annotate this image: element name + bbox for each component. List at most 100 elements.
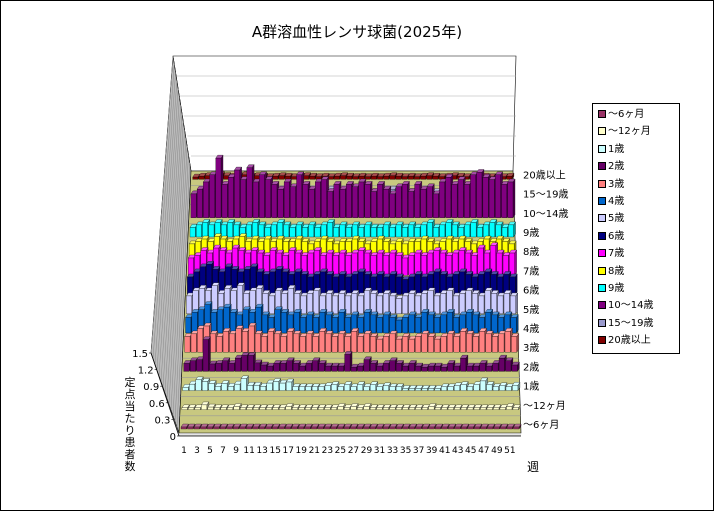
bar — [240, 179, 247, 218]
chart-title: A群溶血性レンサ球菌(2025年) — [251, 23, 463, 41]
side-wall-hatch — [172, 146, 188, 416]
bar — [252, 222, 258, 238]
depth-axis-label: ～6ヶ月 — [523, 419, 559, 431]
bar-side — [515, 292, 518, 315]
bar — [259, 407, 266, 410]
bar-side — [512, 178, 516, 219]
bar — [227, 386, 234, 391]
legend-label: 9歳 — [608, 283, 625, 294]
bar — [402, 317, 408, 334]
bar — [501, 184, 507, 218]
bar — [209, 363, 216, 372]
bar — [187, 426, 194, 430]
bar — [274, 309, 281, 334]
bar — [252, 181, 259, 218]
bar — [201, 404, 208, 410]
legend-label: 15～19歳 — [608, 317, 654, 329]
bar — [260, 364, 267, 372]
bar — [306, 314, 313, 334]
bar — [492, 386, 499, 391]
bar — [467, 407, 474, 410]
bar — [389, 175, 396, 180]
bar — [198, 176, 205, 180]
bar — [247, 385, 254, 391]
depth-axis-label: ～12ヶ月 — [523, 400, 566, 412]
bar — [265, 179, 271, 218]
bar — [371, 176, 377, 180]
legend-item: 3歳 — [598, 178, 624, 192]
legend-swatch — [598, 197, 606, 205]
bar — [421, 312, 428, 334]
y-tick-label: 0.3 — [154, 415, 170, 426]
legend-swatch — [598, 336, 606, 345]
bar — [312, 360, 319, 372]
bar — [426, 222, 433, 238]
bar — [290, 186, 296, 218]
legend-swatch — [598, 127, 606, 136]
bar — [333, 184, 340, 218]
legend-item: 8歳 — [598, 265, 624, 279]
bar — [447, 386, 454, 391]
bar — [344, 384, 351, 391]
bar — [195, 379, 202, 391]
bar — [318, 407, 324, 410]
bar — [253, 385, 260, 391]
bar — [498, 333, 505, 353]
y-tick-label: 1.2 — [138, 366, 154, 377]
bar — [440, 367, 447, 372]
bar — [222, 331, 229, 353]
x-tick-label: 29 — [361, 446, 373, 456]
bar — [340, 175, 346, 180]
bar — [337, 426, 344, 430]
bar — [415, 336, 421, 353]
depth-axis-label: 10～14歳 — [523, 208, 568, 220]
bar — [254, 175, 260, 180]
bar — [487, 426, 494, 430]
bar — [181, 407, 188, 410]
legend-swatch — [598, 110, 606, 118]
bar — [338, 312, 345, 334]
bar — [324, 407, 331, 410]
bar — [189, 384, 195, 391]
bar — [408, 293, 415, 314]
bar — [488, 179, 495, 218]
legend-item: 2歳 — [598, 160, 624, 174]
depth-axis-label: 5歳 — [523, 304, 539, 316]
bar — [464, 224, 471, 238]
x-tick-label: 33 — [387, 446, 398, 456]
bar — [486, 407, 493, 410]
legend-swatch — [598, 162, 606, 171]
bar — [314, 227, 321, 238]
bar — [493, 407, 500, 410]
x-tick-label: 11 — [243, 446, 254, 456]
bar — [300, 274, 307, 295]
bar — [408, 176, 414, 180]
bar — [291, 426, 298, 430]
bar — [402, 407, 409, 410]
bar — [237, 285, 243, 314]
bar — [259, 426, 265, 430]
bar — [402, 295, 408, 314]
bar — [358, 181, 365, 218]
bar — [300, 317, 306, 334]
y-tick-label: 0 — [170, 432, 176, 443]
bar — [370, 363, 376, 372]
bar — [302, 227, 308, 238]
bar — [414, 227, 421, 238]
bar — [234, 169, 240, 218]
bar — [363, 406, 370, 410]
bar — [414, 176, 420, 180]
x-axis-label: 週 — [527, 460, 539, 474]
bar — [248, 325, 255, 353]
bar — [270, 224, 277, 238]
legend-label: 4歳 — [608, 196, 625, 207]
bar — [434, 365, 441, 372]
bar — [306, 293, 313, 314]
x-tick-label: 3 — [194, 446, 200, 456]
bar — [383, 224, 389, 238]
bar — [453, 365, 460, 372]
bar — [460, 384, 467, 391]
bar — [383, 314, 389, 334]
bar — [214, 407, 221, 410]
bar — [445, 222, 452, 238]
